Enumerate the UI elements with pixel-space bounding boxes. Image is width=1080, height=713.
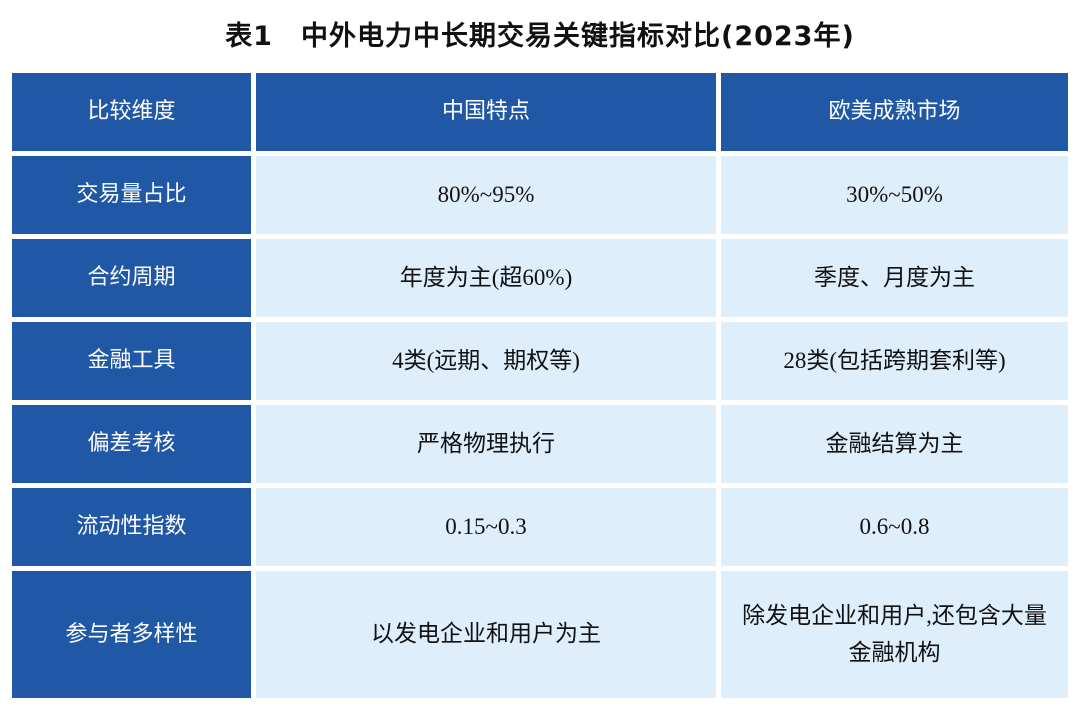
comparison-table: 比较维度 中国特点 欧美成熟市场 交易量占比 80%~95% 30%~50% 合…	[12, 73, 1068, 698]
table-cell: 4类(远期、期权等)	[256, 322, 716, 400]
table-cell: 季度、月度为主	[721, 239, 1068, 317]
table-cell: 80%~95%	[256, 156, 716, 234]
table-cell: 除发电企业和用户,还包含大量金融机构	[721, 571, 1068, 698]
table-title: 表1 中外电力中长期交易关键指标对比(2023年)	[225, 21, 855, 52]
table-cell: 年度为主(超60%)	[256, 239, 716, 317]
header-cell: 比较维度	[12, 73, 251, 151]
header-cell: 中国特点	[256, 73, 716, 151]
row-label: 参与者多样性	[12, 571, 251, 698]
table-cell: 以发电企业和用户为主	[256, 571, 716, 698]
table-cell: 0.6~0.8	[721, 488, 1068, 566]
table-cell: 30%~50%	[721, 156, 1068, 234]
table-cell: 0.15~0.3	[256, 488, 716, 566]
table-cell: 严格物理执行	[256, 405, 716, 483]
table-cell: 28类(包括跨期套利等)	[721, 322, 1068, 400]
header-cell: 欧美成熟市场	[721, 73, 1068, 151]
row-label: 金融工具	[12, 322, 251, 400]
table-cell: 金融结算为主	[721, 405, 1068, 483]
row-label: 偏差考核	[12, 405, 251, 483]
row-label: 流动性指数	[12, 488, 251, 566]
row-label: 交易量占比	[12, 156, 251, 234]
row-label: 合约周期	[12, 239, 251, 317]
